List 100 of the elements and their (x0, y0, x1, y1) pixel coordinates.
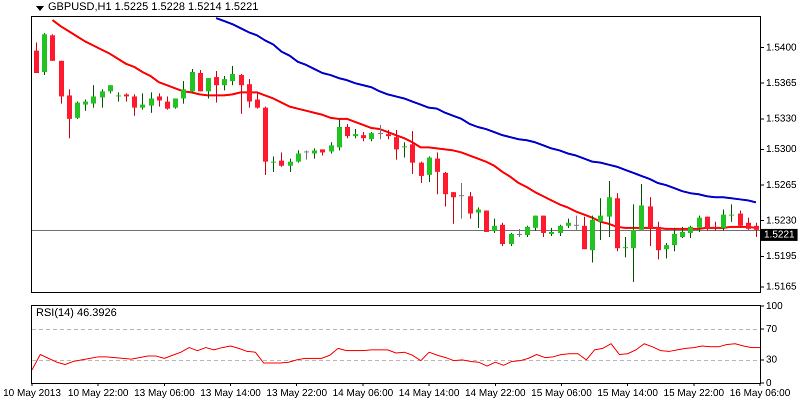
candlestick (525, 225, 530, 238)
candlestick (623, 236, 628, 258)
candlestick (607, 180, 612, 238)
candlestick (705, 216, 710, 232)
candlestick (394, 130, 399, 160)
candlestick (754, 222, 759, 238)
candlestick (369, 132, 374, 142)
candlestick (697, 215, 702, 232)
y-tick-label: 1.5400 (766, 42, 798, 54)
candlestick (206, 78, 211, 99)
candlestick (100, 88, 105, 108)
candlestick (255, 92, 260, 110)
candlestick (247, 78, 252, 108)
candlestick (361, 132, 366, 142)
candlestick (509, 232, 514, 247)
candlestick (533, 215, 538, 232)
x-tick-label: 13 May 06:00 (134, 388, 196, 399)
candlestick (386, 130, 391, 140)
candlestick (222, 76, 227, 91)
x-tick-label: 15 May 22:00 (664, 388, 725, 399)
candlestick (157, 92, 162, 108)
y-tick-label: 1.5300 (766, 144, 798, 156)
candlestick (672, 227, 677, 252)
candlestick (582, 216, 587, 250)
y-tick-label: 30 (766, 354, 778, 366)
candlestick (492, 218, 497, 234)
y-tick-label: 0 (766, 378, 772, 389)
candlestick (288, 158, 293, 172)
candlestick (214, 70, 219, 104)
y-tick-label: 1.5365 (766, 78, 798, 89)
candlestick (459, 182, 464, 220)
candlestick (738, 210, 743, 228)
candlestick (443, 171, 448, 207)
candlestick (190, 68, 195, 94)
y-tick-label: 1.5230 (766, 215, 798, 226)
candlestick (746, 217, 751, 230)
candlestick (476, 206, 481, 228)
candlestick (312, 148, 317, 160)
y-tick-label: 70 (766, 324, 778, 335)
candlestick (484, 210, 489, 232)
candlestick (345, 123, 350, 139)
candlestick (337, 118, 342, 151)
candlestick (279, 152, 284, 168)
candlestick (419, 161, 424, 184)
candlestick (558, 224, 563, 236)
candlestick (181, 80, 186, 104)
candlestick (713, 221, 718, 232)
candlestick (541, 215, 546, 238)
candlestick (566, 218, 571, 228)
candlestick (427, 156, 432, 182)
x-tick-label: 15 May 06:00 (531, 388, 592, 399)
candlestick (410, 130, 415, 174)
candlestick (239, 74, 244, 114)
chart-title: GBPUSD,H1 1.5225 1.5228 1.5214 1.5221 (48, 1, 258, 13)
candlestick (656, 221, 661, 260)
candlestick (402, 142, 407, 158)
candlestick (435, 152, 440, 195)
x-tick-label: 13 May 22:00 (266, 388, 328, 399)
chart-title: RSI(14) 46.3926 (36, 307, 117, 319)
candlestick (500, 222, 505, 247)
candlestick (83, 99, 88, 112)
x-tick-label: 15 May 14:00 (597, 388, 658, 399)
candlestick (468, 192, 473, 220)
candlestick (75, 101, 80, 120)
candlestick (132, 94, 137, 116)
candlestick (598, 198, 603, 241)
candlestick (304, 150, 309, 160)
y-tick-label: 1.5330 (766, 114, 798, 125)
candlestick (34, 42, 39, 74)
y-tick-label: 1.5165 (766, 282, 798, 293)
candlestick (680, 226, 685, 239)
x-tick-label: 10 May 22:00 (68, 388, 129, 399)
candlestick (353, 128, 358, 139)
candlestick (664, 242, 669, 259)
candlestick (329, 142, 334, 154)
candlestick (198, 69, 203, 92)
candlestick (688, 225, 693, 239)
y-tick-label: 100 (766, 300, 784, 312)
candlestick (230, 65, 235, 86)
candlestick (721, 209, 726, 232)
candlestick (631, 204, 636, 282)
candlestick (648, 196, 653, 247)
candlestick (149, 92, 154, 114)
candlestick (91, 84, 96, 108)
candlestick (271, 156, 276, 172)
candlestick (296, 150, 301, 164)
candlestick (67, 88, 72, 139)
x-tick-label: 14 May 14:00 (398, 388, 460, 399)
x-tick-label: 14 May 06:00 (332, 388, 394, 399)
candlestick (378, 124, 383, 140)
candlestick (165, 96, 170, 110)
x-tick-label: 13 May 14:00 (200, 388, 262, 399)
x-tick-label: 16 May 06:00 (730, 388, 791, 399)
candlestick (451, 192, 456, 224)
y-tick-label: 1.5265 (766, 180, 798, 191)
candlestick (116, 92, 121, 102)
x-tick-label: 10 May 2013 (3, 388, 62, 399)
ref-line-label: 1.5221 (764, 230, 796, 241)
x-tick-label: 14 May 22:00 (464, 388, 526, 399)
candlestick (729, 204, 734, 222)
